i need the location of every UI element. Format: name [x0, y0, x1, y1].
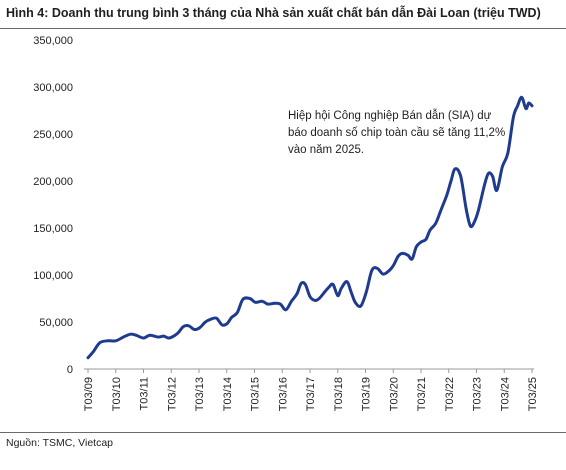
x-tick-label: T03/17 [305, 377, 317, 411]
x-tick-label: T03/24 [499, 377, 511, 411]
line-chart: 0 50,000 100,000 150,000 200,000 250,000 300,0… [33, 35, 539, 411]
y-tick-label: 300,000 [33, 82, 73, 94]
revenue-series-line [86, 95, 534, 360]
x-tick-label: T03/19 [361, 377, 373, 411]
x-tick-label: T03/13 [194, 377, 206, 411]
source-note: Nguồn: TSMC, Vietcap [6, 437, 113, 449]
x-axis-labels: T03/09 T03/10 T03/11 T03/12 T03/13 T03/14 T03/… [83, 377, 539, 411]
x-axis-ticks [87, 369, 533, 373]
x-tick-label: T03/12 [166, 377, 178, 411]
y-tick-label: 350,000 [33, 35, 73, 47]
y-tick-label: 200,000 [33, 176, 73, 188]
footer-divider [0, 432, 566, 433]
y-tick-label: 50,000 [39, 317, 73, 329]
x-tick-label: T03/23 [472, 377, 484, 411]
y-tick-label: 0 [67, 364, 73, 376]
x-tick-label: T03/09 [83, 377, 95, 411]
x-tick-label: T03/25 [527, 377, 539, 411]
x-tick-label: T03/11 [139, 377, 151, 410]
x-tick-label: T03/20 [388, 377, 400, 411]
title-divider [0, 28, 566, 29]
y-tick-label: 250,000 [33, 129, 73, 141]
x-tick-label: T03/18 [333, 377, 345, 411]
sia-forecast-annotation: Hiệp hội Công nghiệp Bán dẫn (SIA) dự bá… [288, 110, 506, 156]
x-tick-label: T03/10 [111, 377, 123, 411]
y-tick-label: 100,000 [33, 270, 73, 282]
x-tick-label: T03/21 [416, 377, 428, 411]
chart-title: Hình 4: Doanh thu trung bình 3 tháng của… [6, 6, 541, 20]
x-tick-label: T03/14 [222, 377, 234, 411]
x-tick-label: T03/22 [444, 377, 456, 411]
x-tick-label: T03/16 [277, 377, 289, 411]
y-tick-label: 150,000 [33, 223, 73, 235]
x-tick-label: T03/15 [250, 377, 262, 411]
y-axis-labels: 0 50,000 100,000 150,000 200,000 250,000 300,0… [33, 35, 73, 376]
